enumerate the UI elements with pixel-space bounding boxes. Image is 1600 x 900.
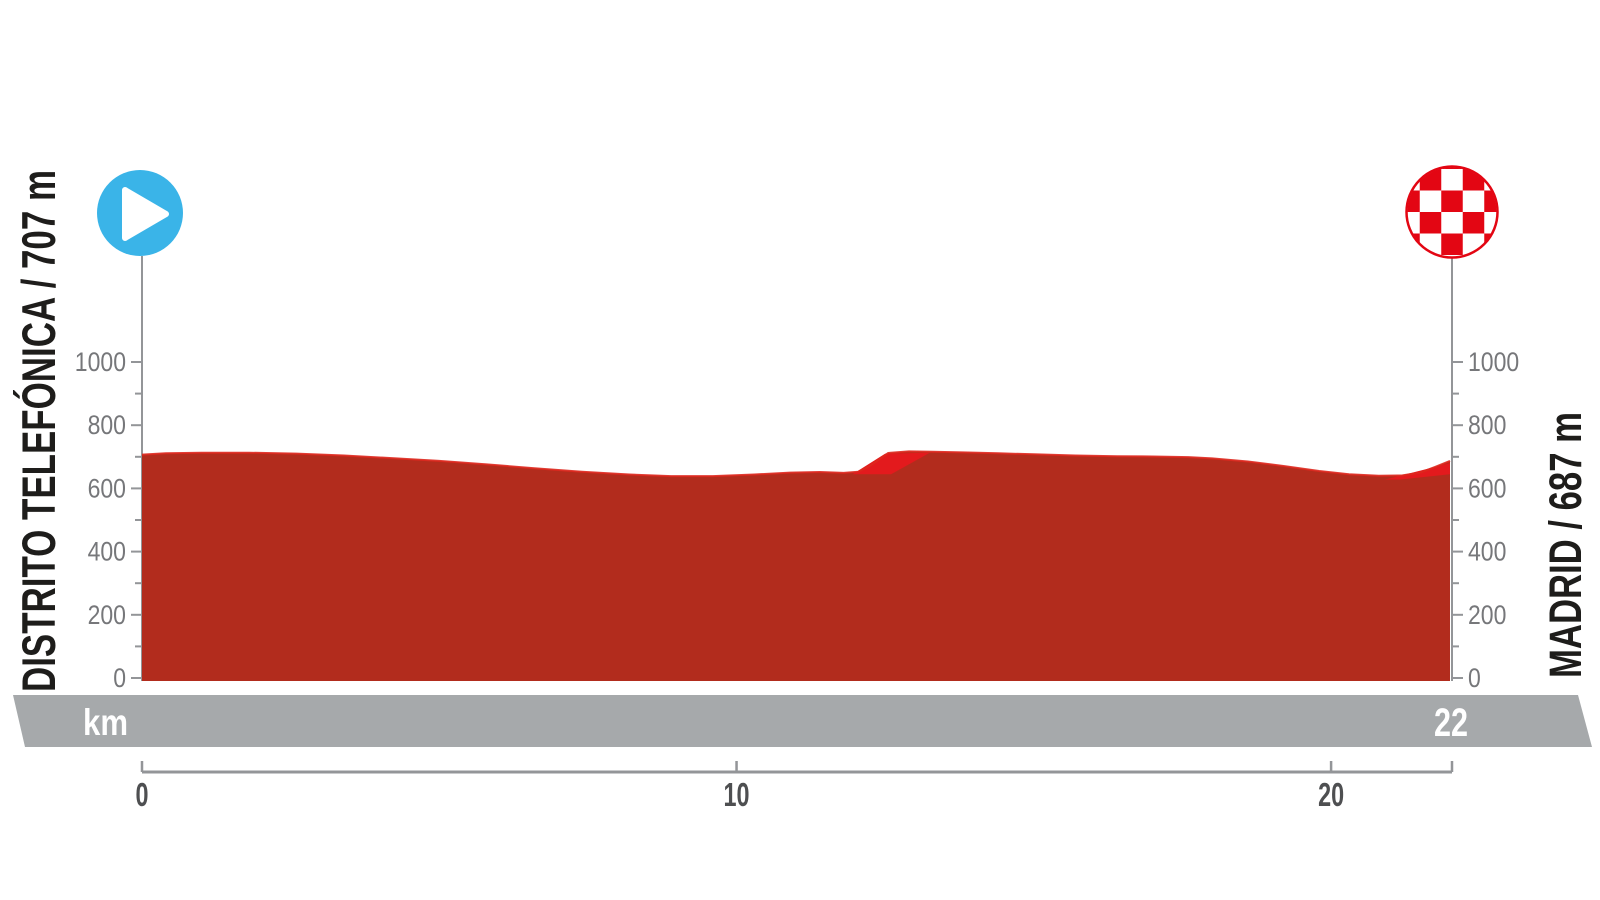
x-axis-tick-label: 20 [1318, 776, 1344, 813]
distance-band-total-label: 22 [1434, 701, 1468, 745]
y-axis-tick-label: 800 [1468, 410, 1506, 440]
checker-square [1419, 255, 1442, 257]
checker-square [1441, 233, 1463, 255]
elevation-area [142, 451, 1450, 681]
play-icon [122, 187, 169, 241]
steep-gradient-segment [852, 452, 930, 475]
distance-band-unit-label: km [83, 702, 128, 743]
y-axis-tick-label: 1000 [75, 347, 126, 377]
checker-square [1462, 255, 1485, 257]
y-axis-tick-label: 200 [1468, 600, 1506, 630]
start-location-label: DISTRITO TELEFÓNICA / 707 m [12, 170, 65, 692]
x-axis-tick-label: 0 [136, 776, 149, 813]
y-axis-tick-label: 800 [88, 410, 126, 440]
checker-square [1484, 167, 1497, 169]
finish-marker-ring [1405, 165, 1499, 259]
elevation-area-layer [141, 450, 1451, 681]
y-axis-tick-label: 400 [88, 537, 126, 567]
y-axis-tick-label: 0 [113, 663, 126, 693]
finish-marker [1405, 165, 1499, 259]
distance-band [13, 695, 1592, 747]
checker-square [1462, 212, 1485, 234]
y-axis-tick-label: 400 [1468, 537, 1506, 567]
checker-square [1407, 233, 1420, 255]
ticks-layer: 0 0 200 200 400 400 600 600 800 800 1000 1000 0 10 20 [75, 347, 1519, 813]
y-axis-tick-label: 0 [1468, 663, 1481, 693]
y-axis-tick-label: 600 [1468, 473, 1506, 503]
checker-square [1407, 167, 1420, 169]
checker-square [1484, 233, 1497, 255]
finish-location-label: MADRID / 687 m [1540, 412, 1591, 678]
y-axis-tick-label: 600 [88, 473, 126, 503]
y-axis-tick-label: 200 [88, 600, 126, 630]
checker-square [1441, 190, 1463, 212]
x-axis-tick-label: 10 [724, 776, 750, 813]
checker-square [1419, 212, 1442, 234]
start-marker [97, 170, 183, 256]
checker-square [1441, 167, 1463, 169]
y-axis-tick-label: 1000 [1468, 347, 1519, 377]
profile-top-edge [141, 450, 1451, 478]
